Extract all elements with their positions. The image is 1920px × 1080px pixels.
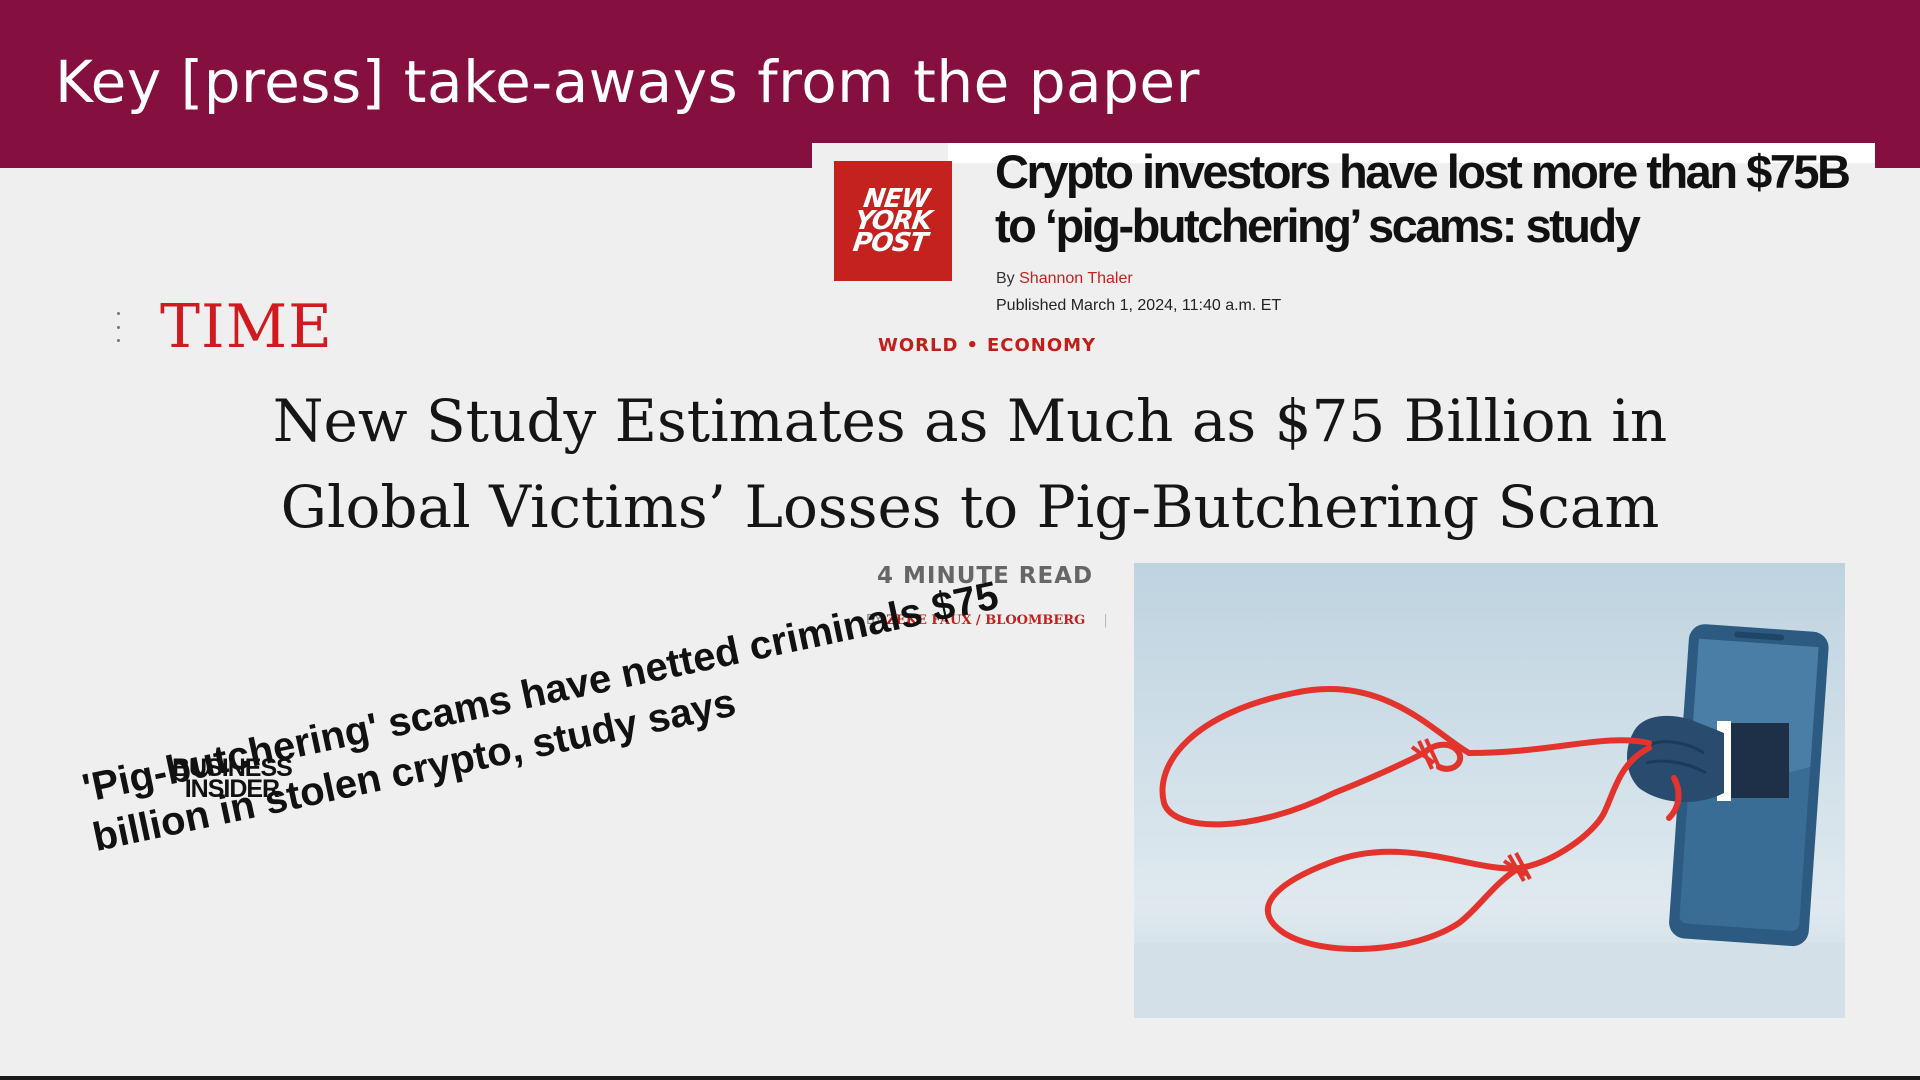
nypost-byline: By Shannon Thaler <box>996 270 1133 288</box>
time-byline: BY ZEKE FAUX / BLOOMBERG | <box>866 613 1108 628</box>
time-sections: WORLD • ECONOMY <box>878 335 1096 356</box>
slide-title: Key [press] take-aways from the paper <box>55 48 1200 116</box>
time-author-link[interactable]: ZEKE FAUX / BLOOMBERG <box>886 613 1086 628</box>
rope-knot-icon <box>1410 738 1532 882</box>
hand-icon <box>1627 715 1789 803</box>
time-byline-prefix: BY <box>866 613 883 628</box>
time-logo: TIME <box>160 292 333 362</box>
nypost-clipping <box>812 143 1875 338</box>
nypost-logo-text: NEW YORK POST <box>850 184 934 258</box>
menu-dots-icon[interactable] <box>117 312 121 342</box>
nypost-author-link[interactable]: Shannon Thaler <box>1019 270 1133 287</box>
time-section-economy[interactable]: ECONOMY <box>986 335 1097 356</box>
time-read-time: 4 MINUTE READ <box>877 563 1094 589</box>
illustration-floor <box>1134 943 1845 1018</box>
nypost-published-date: Published March 1, 2024, 11:40 a.m. ET <box>996 297 1282 314</box>
nypost-clipping-strip <box>948 143 1875 163</box>
time-byline-divider: | <box>1103 613 1108 628</box>
nypost-logo: NEW YORK POST <box>834 161 952 281</box>
nypost-byline-prefix: By <box>996 270 1015 287</box>
time-headline: New Study Estimates as Much as $75 Billi… <box>272 387 1668 541</box>
time-section-world[interactable]: WORLD <box>878 335 959 356</box>
rope-icon <box>1159 685 1682 953</box>
nypost-headline: Crypto investors have lost more than $75… <box>995 145 1851 252</box>
time-section-separator: • <box>966 335 979 356</box>
business-insider-logo: BUSINESS INSIDER <box>172 754 293 803</box>
phone-hand-rope-illustration <box>1134 563 1845 1018</box>
screen-bottom-bar <box>0 1076 1920 1080</box>
slide-header: Key [press] take-aways from the paper <box>0 0 1920 168</box>
illustration-graphic <box>1134 563 1845 1018</box>
